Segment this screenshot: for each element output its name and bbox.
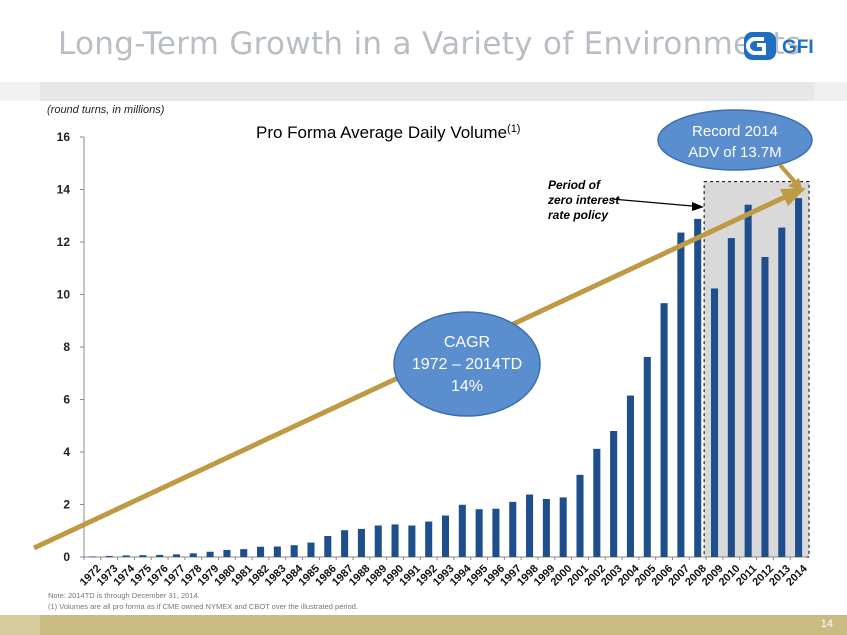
bar xyxy=(593,448,601,557)
bar xyxy=(576,474,584,557)
record-bubble-line2: ADV of 13.7M xyxy=(688,144,781,161)
bar xyxy=(391,524,399,557)
bar xyxy=(189,553,197,557)
bar xyxy=(357,528,365,557)
header-band-accent-right xyxy=(814,82,847,101)
gfi-logo-glyph xyxy=(746,37,766,55)
bar xyxy=(492,508,500,557)
y-tick-label: 14 xyxy=(57,183,71,197)
units-note: (round turns, in millions) xyxy=(47,104,165,116)
bar xyxy=(156,554,164,557)
bar xyxy=(744,204,752,557)
bar xyxy=(206,551,214,557)
y-tick-label: 4 xyxy=(63,445,70,459)
footer-band-accent xyxy=(0,615,40,635)
bar xyxy=(458,504,466,557)
zirp-arrow-line xyxy=(611,198,693,207)
chart-bars xyxy=(88,198,803,558)
bar xyxy=(660,303,668,557)
y-tick-label: 12 xyxy=(57,235,71,249)
bar xyxy=(273,546,281,557)
header-band-accent xyxy=(0,82,40,101)
bar xyxy=(223,549,231,557)
zirp-note-line1: Period of xyxy=(548,178,601,192)
bar xyxy=(139,555,147,557)
record-arrow-head xyxy=(788,178,803,192)
chart-title: Pro Forma Average Daily Volume(1) xyxy=(256,123,520,142)
gfi-logo: GFI xyxy=(744,32,814,60)
bar xyxy=(441,515,450,557)
bar xyxy=(778,227,786,557)
bar xyxy=(408,525,416,557)
footnote-line1: Note: 2014TD is through December 31, 201… xyxy=(48,591,200,600)
trend-arrow-head xyxy=(780,188,806,206)
bar xyxy=(626,395,634,557)
bar xyxy=(374,525,382,557)
zirp-note-line2: zero interest xyxy=(547,193,620,207)
record-bubble xyxy=(657,109,813,171)
chart-title-superscript: (1) xyxy=(507,123,520,135)
bar xyxy=(677,232,685,558)
record-arrow-line xyxy=(778,163,797,184)
header-band xyxy=(0,82,847,101)
bar xyxy=(425,521,433,557)
bar xyxy=(542,498,550,557)
cagr-bubble xyxy=(393,311,541,417)
cagr-bubble-line1: CAGR xyxy=(444,334,490,351)
bar xyxy=(643,356,651,557)
page-number: 14 xyxy=(820,618,833,630)
footer-band: 14 xyxy=(0,615,847,635)
zirp-highlight-box xyxy=(703,181,810,558)
bar xyxy=(307,542,315,557)
bar xyxy=(610,431,618,557)
footnote-line2: (1) Volumes are all pro forma as if CME … xyxy=(48,602,358,611)
x-tick-label: 2014 xyxy=(784,562,810,588)
y-tick-label: 2 xyxy=(63,498,70,512)
bar xyxy=(694,218,702,557)
bar xyxy=(88,556,96,558)
cagr-bubble-line3: 14% xyxy=(451,378,483,395)
zirp-arrow-head xyxy=(692,202,704,211)
slide-title: Long-Term Growth in a Variety of Environ… xyxy=(58,26,802,62)
x-tick-labels: 1972197319741975197619771978197919801981… xyxy=(78,557,810,589)
bar xyxy=(324,536,332,557)
chart-title-text: Pro Forma Average Daily Volume xyxy=(256,123,507,142)
bar xyxy=(105,555,113,557)
zirp-note-line3: rate policy xyxy=(548,208,609,222)
bar xyxy=(122,555,130,557)
bar xyxy=(475,509,483,557)
cagr-bubble-line2: 1972 – 2014TD xyxy=(412,356,522,373)
bar xyxy=(172,554,181,557)
bar xyxy=(727,238,735,557)
y-tick-label: 8 xyxy=(63,340,70,354)
bar xyxy=(559,497,567,557)
bar xyxy=(240,549,248,557)
y-tick-label: 16 xyxy=(57,130,71,144)
footnote: Note: 2014TD is through December 31, 201… xyxy=(48,590,358,612)
bar xyxy=(761,256,769,557)
record-bubble-line1: Record 2014 xyxy=(692,123,778,140)
bar xyxy=(795,198,803,557)
bar xyxy=(341,530,349,557)
bar xyxy=(257,546,265,557)
bar xyxy=(509,501,517,557)
bar xyxy=(290,545,298,557)
bar xyxy=(710,288,719,557)
y-tick-label: 10 xyxy=(57,288,71,302)
y-tick-label: 6 xyxy=(63,393,70,407)
y-tick-label: 0 xyxy=(63,550,70,564)
gfi-logo-text: GFI xyxy=(782,37,814,58)
bar xyxy=(526,494,534,557)
